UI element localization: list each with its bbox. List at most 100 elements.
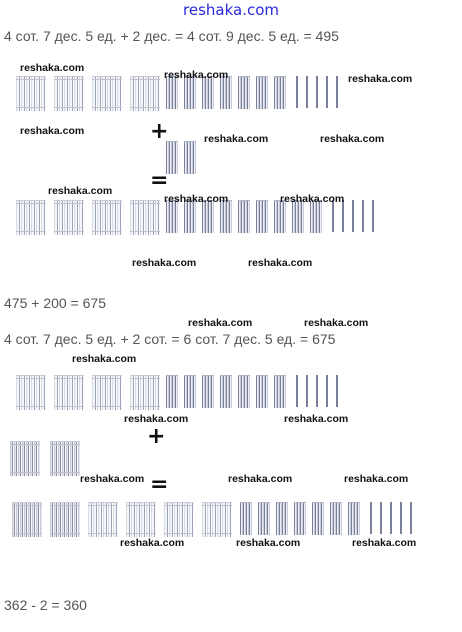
watermark: reshaka.com bbox=[352, 537, 417, 549]
one-block bbox=[352, 200, 354, 232]
hundred-block bbox=[16, 200, 46, 235]
watermark: reshaka.com bbox=[164, 193, 229, 205]
one-block bbox=[316, 76, 318, 108]
one-block bbox=[306, 375, 308, 407]
ten-block bbox=[276, 502, 288, 535]
one-block bbox=[336, 76, 338, 108]
watermark: reshaka.com bbox=[320, 133, 385, 145]
watermark: reshaka.com bbox=[72, 353, 137, 365]
ten-block bbox=[202, 76, 214, 109]
ten-block bbox=[220, 375, 232, 408]
ten-block bbox=[256, 200, 268, 233]
ten-block bbox=[184, 200, 196, 233]
blocks-row-2-top bbox=[16, 375, 356, 410]
hundred-block bbox=[130, 76, 160, 111]
ten-block bbox=[184, 375, 196, 408]
one-block bbox=[306, 76, 308, 108]
one-block bbox=[380, 502, 382, 534]
one-block bbox=[372, 200, 374, 232]
site-header[interactable]: reshaka.com bbox=[183, 1, 279, 19]
hundred-block bbox=[88, 502, 118, 537]
hundred-block bbox=[92, 200, 122, 235]
ten-block bbox=[274, 375, 286, 408]
ten-block bbox=[220, 76, 232, 109]
watermark: reshaka.com bbox=[304, 317, 369, 329]
hundred-block bbox=[164, 502, 194, 537]
watermark: reshaka.com bbox=[204, 133, 269, 145]
one-block bbox=[336, 375, 338, 407]
watermark: reshaka.com bbox=[20, 125, 85, 137]
blocks-addend-2 bbox=[10, 441, 84, 476]
ten-block bbox=[274, 76, 286, 109]
watermark: reshaka.com bbox=[188, 317, 253, 329]
hundred-block bbox=[10, 441, 40, 476]
ten-block bbox=[202, 200, 214, 233]
plus-sign: + bbox=[147, 424, 166, 449]
watermark: reshaka.com bbox=[228, 473, 293, 485]
ten-block bbox=[294, 502, 306, 535]
plus-sign: + bbox=[150, 119, 169, 144]
ten-block bbox=[238, 375, 250, 408]
ten-block bbox=[258, 502, 270, 535]
watermark: reshaka.com bbox=[80, 473, 145, 485]
watermark: reshaka.com bbox=[20, 62, 85, 74]
watermark: reshaka.com bbox=[236, 537, 301, 549]
one-block bbox=[390, 502, 392, 534]
watermark: reshaka.com bbox=[284, 413, 349, 425]
equation-3: 4 сот. 7 дес. 5 ед. + 2 сот. = 6 сот. 7 … bbox=[4, 331, 336, 347]
ten-block bbox=[166, 76, 178, 109]
hundred-block bbox=[12, 502, 42, 537]
one-block bbox=[326, 76, 328, 108]
watermark: reshaka.com bbox=[132, 257, 197, 269]
ten-block bbox=[310, 200, 322, 233]
ten-block bbox=[166, 200, 178, 233]
ten-block bbox=[292, 200, 304, 233]
one-block bbox=[296, 375, 298, 407]
watermark: reshaka.com bbox=[124, 413, 189, 425]
watermark: reshaka.com bbox=[48, 185, 113, 197]
watermark: reshaka.com bbox=[248, 257, 313, 269]
ten-block bbox=[166, 375, 178, 408]
one-block bbox=[316, 375, 318, 407]
one-block bbox=[370, 502, 372, 534]
hundred-block bbox=[16, 76, 46, 111]
hundred-block bbox=[202, 502, 232, 537]
hundred-block bbox=[130, 200, 160, 235]
ten-block bbox=[184, 76, 196, 109]
ten-block bbox=[166, 141, 178, 174]
equals-sign: = bbox=[150, 472, 169, 497]
watermark: reshaka.com bbox=[164, 69, 229, 81]
hundred-block bbox=[50, 441, 80, 476]
equation-1: 4 сот. 7 дес. 5 ед. + 2 дес. = 4 сот. 9 … bbox=[4, 28, 339, 44]
equation-4: 362 - 2 = 360 bbox=[4, 597, 87, 613]
ten-block bbox=[240, 502, 252, 535]
hundred-block bbox=[92, 76, 122, 111]
blocks-row-2-result bbox=[12, 502, 432, 537]
ten-block bbox=[256, 76, 268, 109]
one-block bbox=[400, 502, 402, 534]
ten-block bbox=[202, 375, 214, 408]
hundred-block bbox=[50, 502, 80, 537]
ten-block bbox=[220, 200, 232, 233]
watermark: reshaka.com bbox=[280, 193, 345, 205]
blocks-row-1-result bbox=[16, 200, 396, 235]
equals-sign: = bbox=[150, 168, 169, 193]
hundred-block bbox=[16, 375, 46, 410]
ten-block bbox=[330, 502, 342, 535]
blocks-addend-1 bbox=[166, 141, 206, 175]
hundred-block bbox=[54, 375, 84, 410]
hundred-block bbox=[54, 200, 84, 235]
blocks-row-1-top bbox=[16, 76, 356, 111]
watermark: reshaka.com bbox=[348, 73, 413, 85]
one-block bbox=[326, 375, 328, 407]
hundred-block bbox=[126, 502, 156, 537]
ten-block bbox=[274, 200, 286, 233]
hundred-block bbox=[54, 76, 84, 111]
hundred-block bbox=[130, 375, 160, 410]
ten-block bbox=[184, 141, 196, 174]
one-block bbox=[332, 200, 334, 232]
one-block bbox=[410, 502, 412, 534]
equation-2: 475 + 200 = 675 bbox=[4, 295, 106, 311]
one-block bbox=[342, 200, 344, 232]
hundred-block bbox=[92, 375, 122, 410]
